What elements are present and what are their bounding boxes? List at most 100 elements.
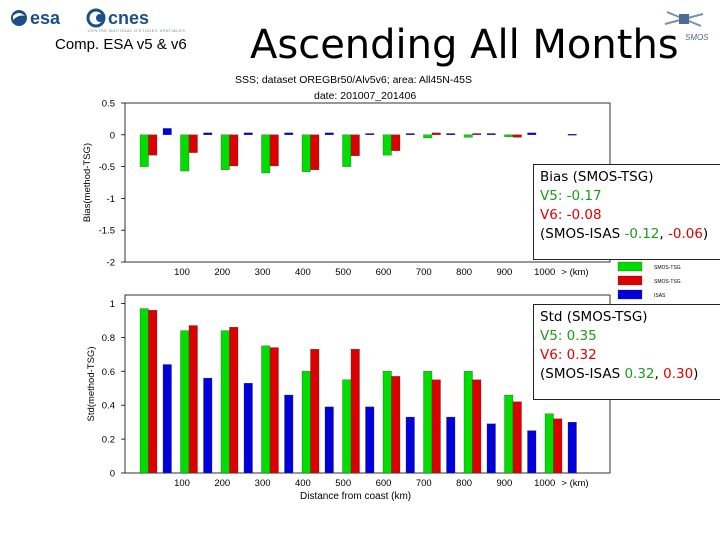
std-bar [350, 349, 360, 474]
bias-y-tick-label: 0.5 [102, 99, 115, 110]
cnes-logo-text: cnes [108, 8, 149, 28]
bias-bar [162, 128, 172, 135]
bias-bar [472, 133, 482, 135]
std-bar [162, 364, 172, 474]
bias-x-tick-label: 300 [255, 267, 271, 278]
std-summary-v5: V5: 0.35 [540, 328, 597, 344]
std-summary-v6: V6: 0.32 [540, 347, 597, 363]
x-axis-title: Distance from coast (km) [300, 491, 412, 502]
std-x-tick-label: 900 [496, 478, 512, 489]
std-bar [310, 349, 320, 474]
std-bar [243, 383, 253, 474]
bias-bar [220, 134, 230, 170]
bias-bar [382, 134, 392, 156]
std-bar [301, 371, 311, 474]
std-x-tick-label: 700 [416, 478, 432, 489]
bias-bar [324, 132, 334, 135]
esa-logo-text: esa [30, 8, 61, 28]
std-x-tick-label: 200 [214, 478, 230, 489]
bias-y-tick-label: -2 [107, 258, 115, 269]
bias-bar [310, 134, 320, 170]
bias-summary-box: Bias (SMOS-TSG) V5: -0.17 V6: -0.08 (SMO… [533, 164, 720, 260]
bias-plot-frame [124, 102, 611, 263]
bias-isas-prefix: (SMOS-ISAS [540, 226, 625, 242]
legend-label: SMOS-TSG [654, 265, 681, 271]
std-x-tick-label: 500 [335, 478, 351, 489]
bias-isas-sep: , [659, 226, 668, 242]
std-bar [261, 345, 271, 474]
std-bar [486, 423, 496, 474]
std-y-tick-label: 1 [110, 299, 115, 310]
bias-x-tick-label: 700 [416, 267, 432, 278]
std-bar [148, 310, 158, 474]
bias-bar [284, 132, 294, 135]
std-x-tick-label: 100 [174, 478, 190, 489]
smos-logo-text: SMOS [685, 33, 709, 42]
bias-bar [486, 133, 496, 135]
std-bar [544, 413, 554, 474]
bias-bar [365, 133, 375, 135]
bias-bar [269, 134, 279, 167]
bias-bar [139, 134, 149, 167]
std-bar [446, 416, 456, 474]
bias-y-axis-title: Bias(method-TSG) [82, 143, 93, 222]
bias-y-tick-label: -1.5 [99, 226, 115, 237]
std-bar [382, 371, 392, 474]
std-y-tick-label: 0.4 [102, 401, 115, 412]
bias-isas-suffix: ) [702, 226, 709, 242]
std-bar [284, 394, 294, 474]
bias-bar [243, 132, 253, 135]
bias-bar [350, 134, 360, 156]
bias-bar [405, 133, 415, 135]
std-bar [342, 379, 352, 474]
esa-logo: esa [11, 8, 61, 28]
std-bar [203, 377, 213, 474]
bias-x-tick-label: 200 [214, 267, 230, 278]
bias-bar [423, 134, 433, 139]
std-x-tick-label: 600 [376, 478, 392, 489]
legend-label: SMOS-TSG [654, 279, 681, 285]
chart-header-date: date: 201007_201406 [314, 90, 417, 102]
bias-isas-v5: -0.12 [624, 226, 660, 242]
bias-y-tick-label: -1 [107, 194, 115, 205]
bias-bar [188, 134, 198, 153]
std-isas-sep: , [654, 366, 664, 382]
std-x-tick-label: 300 [255, 478, 271, 489]
bias-bar [148, 134, 158, 156]
bias-bar [301, 134, 311, 172]
bias-summary-isas: (SMOS-ISAS -0.12, -0.06) [540, 225, 720, 244]
std-bar [391, 376, 401, 474]
cnes-logo: cnes [86, 8, 149, 28]
std-isas-v6: 0.30 [663, 366, 694, 382]
cnes-subtext: CENTRE NATIONAL D'ETUDES SPATIALES [88, 28, 186, 33]
bias-bar [446, 133, 456, 135]
std-isas-prefix: (SMOS-ISAS [540, 366, 625, 382]
std-summary-isas: (SMOS-ISAS 0.32, 0.30) [540, 365, 720, 384]
page-title: Ascending All Months [250, 22, 679, 68]
std-isas-suffix: ) [693, 366, 699, 382]
std-bar [229, 327, 239, 474]
std-bar [504, 394, 514, 474]
bias-x-tick-label: 800 [456, 267, 472, 278]
std-bar [269, 347, 279, 474]
std-y-tick-label: 0.6 [102, 367, 115, 378]
std-bar [188, 325, 198, 474]
bias-bar [261, 134, 271, 174]
std-y-tick-label: 0.2 [102, 435, 115, 446]
chart-header-dataset: SSS; dataset OREGBr50/Alv5v6; area: All4… [235, 74, 472, 86]
legend-swatch [617, 289, 643, 300]
bias-bar [431, 132, 441, 135]
legend-label: ISAS [654, 293, 666, 299]
bias-x-tick-label: 100 [174, 267, 190, 278]
bias-y-tick-label: -0.5 [99, 162, 115, 173]
std-bar [512, 401, 522, 474]
std-bar [423, 371, 433, 474]
bias-summary-title: Bias (SMOS-TSG) [540, 169, 654, 185]
legend-swatch [617, 261, 643, 272]
std-bar [180, 330, 190, 474]
legend-swatch [617, 275, 643, 286]
std-bar [324, 406, 334, 474]
std-summary-box: Std (SMOS-TSG) V5: 0.35 V6: 0.32 (SMOS-I… [533, 304, 720, 400]
bias-x-tick-label: 900 [496, 267, 512, 278]
